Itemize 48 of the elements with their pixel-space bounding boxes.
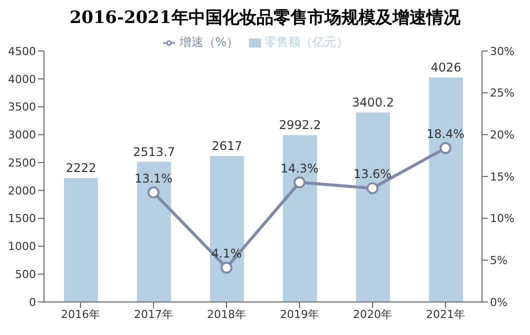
data-label: 2617	[212, 139, 242, 154]
bar	[137, 162, 171, 302]
y-tick-label: 2500	[8, 156, 36, 170]
bar	[64, 178, 98, 302]
y-tick-label: 2000	[8, 184, 36, 198]
x-tick-label: 2018年	[207, 308, 246, 321]
data-label: 2992.2	[279, 118, 321, 132]
x-tick-label: 2017年	[134, 308, 173, 321]
point	[220, 262, 232, 274]
data-label: 13.1%	[134, 171, 173, 186]
bar	[356, 112, 390, 302]
y2-tick-label: 0%	[490, 296, 508, 309]
data-label: 4026	[430, 60, 462, 74]
point	[366, 182, 378, 194]
y2-tick-label: 5%	[490, 254, 508, 268]
y-tick-label: 1000	[8, 240, 36, 254]
data-label: 2222	[66, 161, 96, 176]
chart-title: 2016-2021年中国化妆品零售市场规模及增速情况	[68, 7, 462, 30]
y-tick-label: 1500	[8, 212, 36, 226]
data-label: 4.1%	[211, 246, 242, 261]
data-label: 3400.2	[352, 95, 394, 110]
y2-tick-label: 20%	[490, 128, 514, 142]
y-tick-label: 3500	[8, 100, 36, 114]
x-tick-label: 2019年	[280, 308, 319, 321]
y-tick-label: 500	[15, 268, 36, 282]
data-label: 18.4%	[426, 127, 465, 142]
legend-label: 零售额（亿元）	[264, 35, 349, 49]
point	[148, 186, 160, 198]
y-tick-label: 0	[29, 296, 36, 309]
y2-tick-label: 10%	[490, 212, 514, 226]
y2-tick-label: 25%	[490, 86, 514, 100]
point	[294, 176, 306, 188]
x-tick-label: 2021年	[426, 308, 465, 321]
x-tick-label: 2020年	[353, 308, 392, 321]
data-label: 13.6%	[353, 167, 392, 182]
data-label: 2513.7	[133, 144, 175, 159]
bar	[283, 135, 317, 302]
legend-label: 增速（%）	[179, 35, 239, 49]
y-tick-label: 4000	[8, 72, 36, 86]
y2-tick-label: 30%	[490, 44, 514, 58]
x-tick-label: 2016年	[61, 308, 100, 321]
y-tick-label: 3000	[8, 128, 36, 142]
data-label: 14.3%	[280, 161, 319, 176]
bar	[429, 77, 463, 302]
bar	[210, 156, 244, 302]
point	[440, 142, 452, 154]
y-tick-label: 4500	[8, 44, 36, 58]
y2-tick-label: 15%	[490, 170, 514, 184]
